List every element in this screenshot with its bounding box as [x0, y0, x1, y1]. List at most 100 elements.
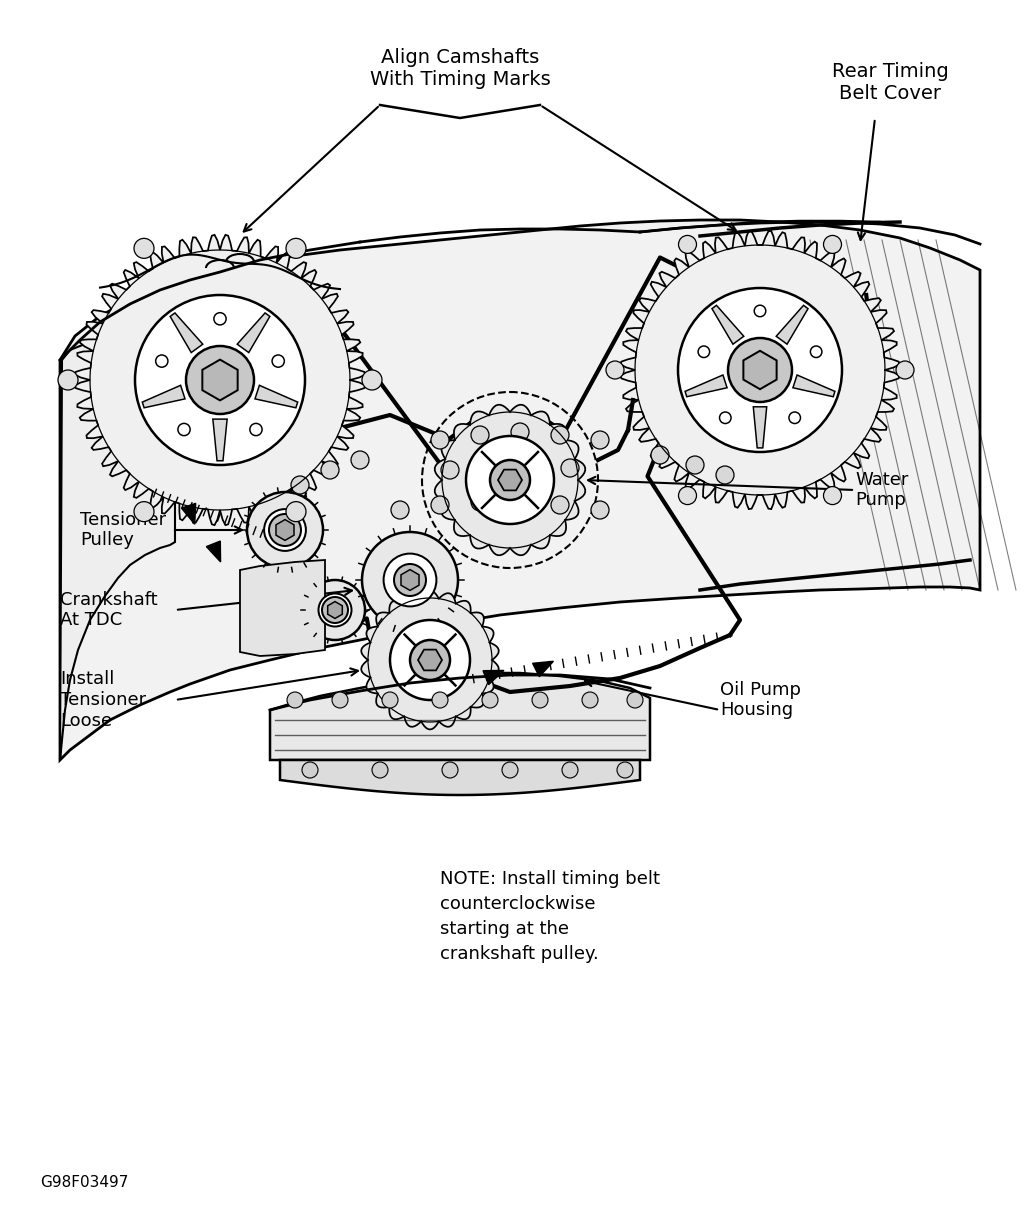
Circle shape	[432, 692, 448, 708]
Polygon shape	[418, 650, 442, 670]
Polygon shape	[143, 385, 185, 408]
Text: Tensioner
Pulley: Tensioner Pulley	[80, 511, 166, 550]
Circle shape	[551, 496, 569, 514]
Circle shape	[178, 423, 190, 435]
Polygon shape	[280, 759, 640, 795]
Circle shape	[679, 486, 696, 505]
Circle shape	[561, 460, 580, 477]
Circle shape	[264, 510, 306, 551]
Circle shape	[627, 692, 643, 708]
Text: G98F03497: G98F03497	[40, 1175, 128, 1190]
Polygon shape	[327, 601, 342, 618]
Polygon shape	[685, 375, 727, 396]
Circle shape	[651, 446, 669, 464]
Polygon shape	[401, 569, 419, 590]
Circle shape	[431, 432, 449, 449]
Circle shape	[372, 762, 388, 778]
Circle shape	[392, 501, 409, 519]
Circle shape	[511, 423, 529, 441]
Circle shape	[482, 692, 498, 708]
Text: NOTE: Install timing belt
counterclockwise
starting at the
crankshaft pulley.: NOTE: Install timing belt counterclockwi…	[440, 870, 660, 963]
Circle shape	[394, 564, 426, 596]
Polygon shape	[202, 360, 238, 400]
Circle shape	[591, 501, 609, 519]
Polygon shape	[213, 419, 227, 461]
Circle shape	[582, 692, 598, 708]
Text: Install
Tensioner
Loose: Install Tensioner Loose	[60, 670, 146, 730]
Circle shape	[247, 492, 323, 568]
Circle shape	[811, 346, 822, 357]
Circle shape	[490, 460, 530, 500]
Circle shape	[471, 425, 489, 444]
Polygon shape	[60, 219, 980, 759]
Circle shape	[896, 361, 914, 379]
Circle shape	[679, 235, 696, 254]
Text: Oil Pump
Housing: Oil Pump Housing	[720, 680, 801, 719]
Circle shape	[591, 432, 609, 449]
Polygon shape	[60, 343, 175, 759]
Polygon shape	[255, 385, 298, 408]
Circle shape	[390, 620, 470, 700]
Circle shape	[442, 762, 458, 778]
Polygon shape	[435, 405, 586, 555]
Circle shape	[302, 762, 318, 778]
Circle shape	[698, 346, 710, 357]
Circle shape	[287, 692, 303, 708]
Circle shape	[511, 492, 529, 511]
Circle shape	[351, 451, 369, 469]
Polygon shape	[270, 673, 650, 759]
Circle shape	[823, 486, 842, 505]
Circle shape	[532, 692, 547, 708]
Circle shape	[754, 305, 765, 317]
Circle shape	[678, 288, 842, 452]
Circle shape	[362, 371, 382, 390]
Circle shape	[321, 461, 339, 479]
Circle shape	[135, 295, 305, 464]
Circle shape	[318, 594, 351, 627]
Polygon shape	[621, 230, 900, 510]
Circle shape	[322, 597, 348, 623]
Circle shape	[58, 371, 79, 390]
Circle shape	[214, 313, 226, 325]
Circle shape	[716, 466, 734, 484]
Polygon shape	[776, 305, 808, 344]
Circle shape	[134, 502, 154, 522]
Circle shape	[606, 361, 624, 379]
Circle shape	[383, 553, 436, 606]
Polygon shape	[753, 407, 766, 447]
Text: Rear Timing
Belt Cover: Rear Timing Belt Cover	[832, 61, 948, 102]
Circle shape	[823, 235, 842, 254]
Circle shape	[362, 531, 458, 628]
Polygon shape	[712, 305, 744, 344]
Polygon shape	[793, 375, 835, 396]
Circle shape	[502, 762, 518, 778]
Polygon shape	[207, 541, 221, 562]
Circle shape	[562, 762, 578, 778]
Circle shape	[410, 640, 450, 680]
Circle shape	[186, 346, 254, 414]
Circle shape	[617, 762, 633, 778]
Circle shape	[521, 453, 539, 472]
Polygon shape	[744, 351, 777, 389]
Polygon shape	[240, 560, 325, 656]
Circle shape	[305, 580, 365, 640]
Circle shape	[156, 355, 168, 367]
Circle shape	[481, 456, 499, 474]
Circle shape	[466, 436, 554, 524]
Polygon shape	[238, 313, 270, 352]
Circle shape	[431, 496, 449, 514]
Polygon shape	[170, 313, 202, 352]
Circle shape	[382, 692, 398, 708]
Circle shape	[286, 239, 306, 258]
Polygon shape	[276, 519, 294, 540]
Polygon shape	[483, 670, 504, 685]
Polygon shape	[182, 503, 195, 524]
Circle shape	[471, 492, 489, 511]
Polygon shape	[362, 590, 499, 729]
Circle shape	[286, 502, 306, 522]
Text: Water
Pump: Water Pump	[855, 471, 908, 510]
Circle shape	[269, 514, 301, 546]
Circle shape	[720, 412, 731, 423]
Circle shape	[686, 456, 705, 474]
Circle shape	[332, 692, 348, 708]
